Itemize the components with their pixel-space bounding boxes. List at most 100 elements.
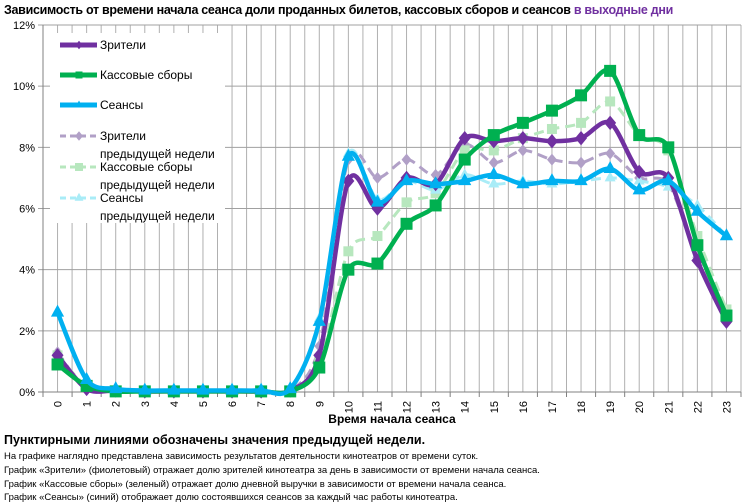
x-tick-label: 7 (256, 401, 268, 407)
data-point (487, 129, 500, 142)
data-point (225, 382, 239, 395)
x-tick-label: 8 (285, 401, 297, 407)
data-point (342, 173, 355, 189)
y-tick-label: 10% (13, 81, 35, 93)
x-tick-label: 4 (169, 401, 181, 407)
x-tick-label: 1 (82, 401, 94, 407)
x-tick-label: 0 (53, 401, 65, 407)
data-point (343, 246, 354, 257)
legend-item: Зрители предыдущей недели (60, 129, 215, 161)
legend-item: Кассовые сборы предыдущей недели (60, 160, 215, 192)
data-point (662, 141, 675, 154)
x-tick-label: 23 (721, 401, 733, 413)
title-main: Зависимость от времени начала сеанса дол… (4, 3, 571, 17)
data-point (545, 104, 558, 117)
data-point (341, 148, 355, 161)
data-point (575, 130, 588, 146)
data-point (458, 173, 472, 186)
x-tick-label: 21 (663, 401, 675, 413)
data-point (401, 197, 412, 208)
legend-label-line2: предыдущей недели (100, 178, 215, 192)
x-axis-label: Время начала сеанса (328, 412, 456, 426)
data-point (603, 160, 617, 173)
x-tick-label: 19 (605, 401, 617, 413)
data-point (283, 381, 297, 394)
data-point (487, 167, 501, 180)
data-point (574, 173, 588, 186)
legend-marker (75, 163, 83, 171)
legend: Зрители Кассовые сборы Сеансы Зрители предыд… (50, 33, 225, 223)
chart-title: Зависимость от времени начала сеанса дол… (4, 3, 673, 17)
footer-line: На графике наглядно представлена зависим… (4, 451, 479, 462)
data-point (721, 304, 732, 315)
footer-line: График «Сеансы» (синий) отображает долю … (4, 492, 458, 503)
data-point (517, 144, 528, 157)
data-point (312, 313, 326, 326)
legend-label: Зрители (100, 38, 146, 52)
x-tick-label: 22 (692, 401, 704, 413)
y-tick-label: 12% (13, 20, 35, 32)
data-point (516, 176, 530, 189)
data-point (604, 115, 617, 131)
y-tick-label: 6% (19, 204, 35, 216)
data-point (50, 304, 65, 317)
x-tick-label: 11 (372, 401, 384, 412)
data-point (516, 116, 529, 129)
data-point (196, 382, 210, 395)
y-tick-label: 8% (19, 142, 35, 154)
data-point (399, 173, 414, 186)
legend-marker (74, 192, 84, 201)
data-point (605, 147, 616, 160)
data-point (720, 309, 733, 322)
data-point (692, 231, 703, 242)
data-point (633, 164, 646, 179)
legend-label: Сеансы (100, 98, 143, 112)
data-point (545, 173, 559, 186)
data-point (401, 153, 412, 166)
footer-note: Пунктирными линиями обозначены значения … (4, 433, 426, 447)
legend-box (50, 33, 225, 223)
data-point (313, 361, 326, 374)
data-point (488, 177, 500, 188)
x-tick-label: 13 (431, 401, 443, 413)
data-point (691, 253, 704, 268)
x-tick-label: 12 (402, 401, 414, 413)
footer-line: График «Кассовые сборы» (зеленый) отража… (4, 479, 507, 490)
data-point (576, 117, 587, 128)
data-point (167, 382, 181, 395)
legend-item: Кассовые сборы (60, 68, 192, 82)
x-tick-label: 15 (489, 401, 501, 413)
data-point (516, 130, 529, 146)
data-point (109, 381, 123, 394)
x-tick-label: 16 (518, 401, 530, 413)
data-point (459, 145, 470, 156)
x-tick-label: 3 (140, 401, 152, 407)
data-point (576, 156, 587, 169)
data-point (372, 231, 383, 242)
data-point (633, 174, 645, 185)
legend-marker (75, 100, 83, 108)
legend-label-line2: предыдущей недели (100, 147, 215, 161)
data-point (138, 382, 152, 395)
y-tick-label: 4% (19, 265, 35, 277)
data-point (690, 203, 704, 216)
data-point (546, 123, 557, 134)
data-point (633, 129, 646, 142)
data-point (604, 64, 617, 77)
legend-marker (75, 131, 83, 141)
legend-label-line2: предыдущей недели (100, 209, 215, 223)
legend-item: Сеансы предыдущей недели (60, 191, 215, 223)
data-point (370, 194, 385, 207)
data-point (429, 199, 442, 212)
x-tick-label: 2 (111, 401, 123, 407)
data-point (661, 173, 675, 186)
x-tick-label: 17 (547, 401, 559, 413)
data-point (371, 201, 384, 216)
series-2 (50, 148, 734, 397)
data-point (546, 153, 557, 166)
data-point (400, 217, 413, 230)
y-tick-label: 0% (19, 387, 35, 399)
data-point (80, 371, 94, 384)
data-point (605, 96, 616, 107)
